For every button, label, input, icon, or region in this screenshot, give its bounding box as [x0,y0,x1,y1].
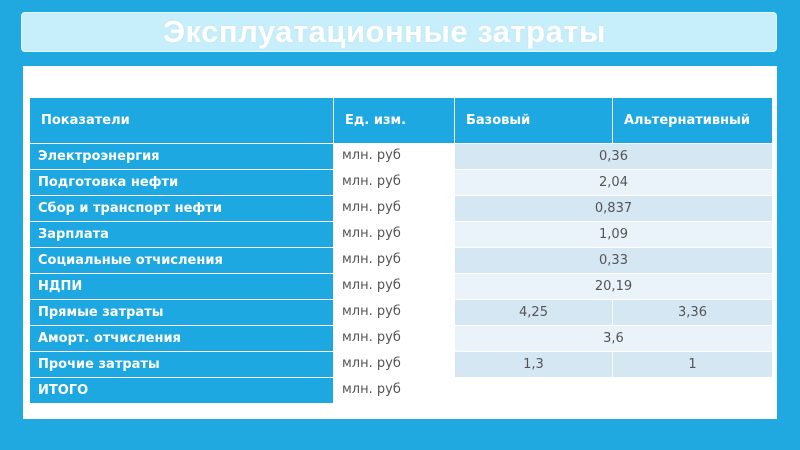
row-value: 0,837 [454,195,773,222]
row-label: Сбор и транспорт нефти [29,195,334,222]
header-indicators: Показатели [29,97,334,144]
table-row: Прочие затраты млн. руб 1,3 1 [29,351,773,378]
title-bar [21,12,777,52]
header-unit: Ед. изм. [333,97,455,144]
table-row: Зарплата млн. руб 1,09 [29,221,773,248]
table-row: Сбор и транспорт нефти млн. руб 0,837 [29,195,773,222]
table-row: Прямые затраты млн. руб 4,25 3,36 [29,299,773,326]
table-row: НДПИ млн. руб 20,19 [29,273,773,300]
row-label: Зарплата [29,221,334,248]
row-value-base: 1,3 [454,351,613,378]
row-label: Электроэнергия [29,143,334,170]
row-unit: млн. руб [333,195,455,222]
table-row-total: ИТОГО млн. руб [29,377,773,404]
header-alternative: Альтернативный [612,97,773,144]
row-value: 0,33 [454,247,773,274]
row-unit: млн. руб [333,169,455,196]
slide-title: Эксплуатационные затраты [163,14,606,49]
row-unit: млн. руб [333,351,455,378]
row-unit: млн. руб [333,143,455,170]
row-label: Подготовка нефти [29,169,334,196]
table-row: Аморт. отчисления млн. руб 3,6 [29,325,773,352]
row-value: 0,36 [454,143,773,170]
row-unit: млн. руб [333,221,455,248]
row-value-base: 4,25 [454,299,613,326]
row-value: 1,09 [454,221,773,248]
table-row: Социальные отчисления млн. руб 0,33 [29,247,773,274]
row-label: ИТОГО [29,377,334,404]
row-label: Прямые затраты [29,299,334,326]
costs-table: Показатели Ед. изм. Базовый Альтернативн… [29,97,773,404]
row-label: Аморт. отчисления [29,325,334,352]
row-value-base [454,377,613,404]
table-header-row: Показатели Ед. изм. Базовый Альтернативн… [29,97,773,144]
row-unit: млн. руб [333,299,455,326]
row-label: НДПИ [29,273,334,300]
table-panel: Показатели Ед. изм. Базовый Альтернативн… [23,66,777,419]
row-value-alt: 3,36 [612,299,773,326]
row-unit: млн. руб [333,247,455,274]
row-unit: млн. руб [333,325,455,352]
row-value-alt [612,377,773,404]
row-label: Социальные отчисления [29,247,334,274]
row-label: Прочие затраты [29,351,334,378]
row-value: 20,19 [454,273,773,300]
row-value: 2,04 [454,169,773,196]
header-base: Базовый [454,97,613,144]
table-row: Электроэнергия млн. руб 0,36 [29,143,773,170]
row-value: 3,6 [454,325,773,352]
row-unit: млн. руб [333,273,455,300]
row-value-alt: 1 [612,351,773,378]
table-row: Подготовка нефти млн. руб 2,04 [29,169,773,196]
row-unit: млн. руб [333,377,455,404]
